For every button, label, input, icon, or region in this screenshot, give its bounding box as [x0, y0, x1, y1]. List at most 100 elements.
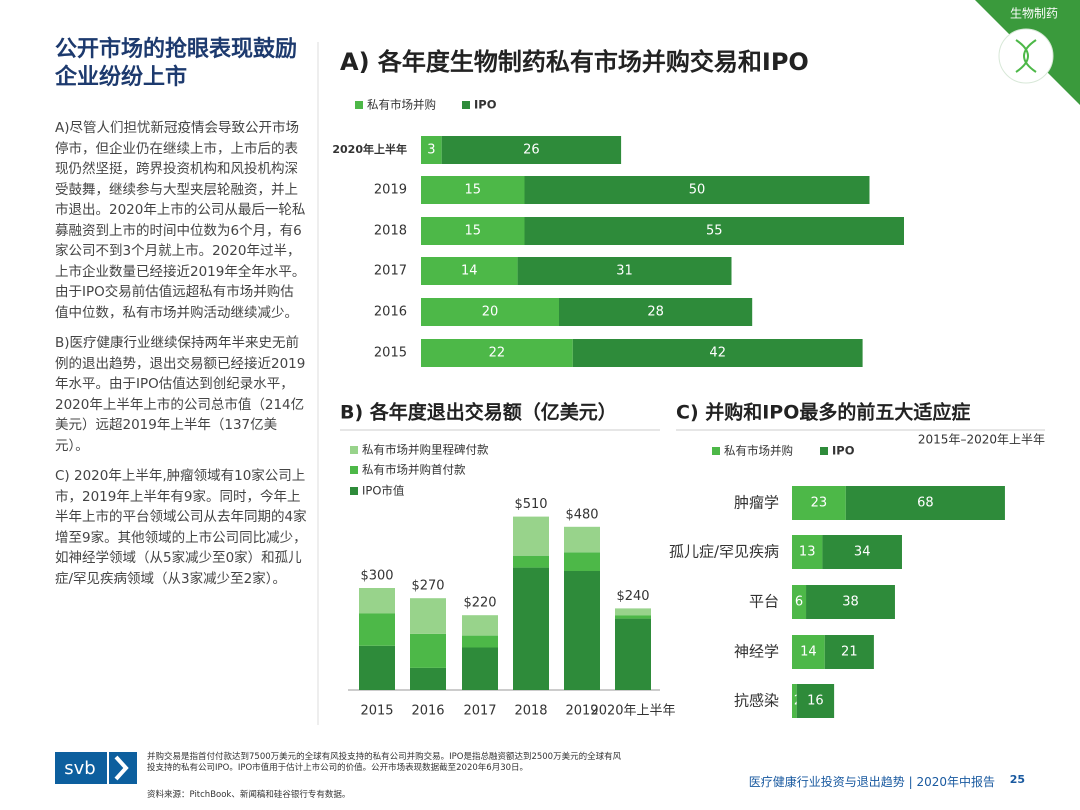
- value-label: 23: [811, 496, 828, 511]
- value-label: 14: [461, 264, 478, 279]
- legend-swatch: [820, 447, 828, 455]
- logo-sep: [107, 752, 109, 784]
- category-label: 平台: [749, 593, 779, 611]
- bar-segment: [524, 176, 870, 204]
- bar-segment: [513, 567, 549, 690]
- paragraph: B)医疗健康行业继续保持两年半来史无前例的退出趋势，退出交易额已经接近2019年…: [55, 335, 306, 454]
- total-label: $270: [411, 579, 444, 594]
- bar-segment: [845, 486, 1005, 520]
- total-label: $240: [616, 589, 649, 604]
- bar-segment: [572, 339, 863, 367]
- x-tick-label: 2018: [514, 704, 547, 719]
- value-label: 16: [807, 694, 824, 709]
- legend-label: IPO: [474, 98, 497, 112]
- legend-label: 私有市场并购首付款: [362, 463, 466, 477]
- legend-swatch: [350, 466, 358, 474]
- paragraphs: A)尽管人们担忧新冠疫情会导致公开市场停市，但企业仍在继续上市，上市后的表现仍然…: [55, 118, 307, 599]
- corner-tag: 生物制药: [1010, 7, 1058, 21]
- chart-title: A) 各年度生物制药私有市场并购交易和IPO: [340, 48, 809, 76]
- bar-segment: [564, 526, 600, 553]
- legend-label: 私有市场并购里程碑付款: [362, 443, 489, 457]
- bar-segment: [513, 555, 549, 568]
- bar-segment: [513, 516, 549, 556]
- value-label: 20: [482, 305, 499, 320]
- bar-segment: [792, 585, 807, 619]
- total-label: $480: [565, 507, 598, 522]
- bar-segment: [822, 535, 902, 569]
- value-label: 55: [706, 224, 723, 239]
- bar-segment: [615, 618, 651, 690]
- category-label: 2017: [374, 264, 407, 279]
- category-label: 孤儿症/罕见疾病: [669, 543, 779, 561]
- total-label: $220: [463, 596, 496, 611]
- bar-segment: [524, 217, 904, 245]
- value-label: 6: [795, 595, 803, 610]
- heading: 公开市场的抢眼表现鼓励企业纷纷上市: [55, 37, 298, 90]
- bar-segment: [564, 552, 600, 571]
- paragraph: C) 2020年上半年,肿瘤领域有10家公司上市，2019年上半年有9家。同时，…: [55, 468, 307, 587]
- bar-segment: [796, 684, 835, 718]
- logo: svb: [64, 758, 95, 779]
- source: 资料来源：PitchBook、新闻稿和硅谷银行专有数据。: [147, 790, 351, 800]
- legend-label: 私有市场并购: [724, 444, 793, 458]
- legend-label: IPO市值: [362, 484, 405, 498]
- bar-segment: [806, 585, 895, 619]
- value-label: 26: [523, 143, 540, 158]
- value-label: 68: [917, 496, 934, 511]
- footnote: 并购交易是指首付付款达到7500万美元的全球有风投支持的私有公司并购交易。IPO…: [147, 752, 622, 773]
- category-label: 抗感染: [734, 692, 779, 710]
- category-label: 2016: [374, 305, 407, 320]
- value-label: 14: [800, 645, 817, 660]
- x-tick-label: 2020年上半年: [590, 704, 675, 719]
- value-label: 21: [841, 645, 858, 660]
- bar-segment: [421, 257, 518, 285]
- bar-segment: [824, 635, 874, 669]
- legend-swatch: [350, 446, 358, 454]
- bar-segment: [410, 633, 446, 668]
- value-label: 28: [647, 305, 664, 320]
- value-label: 15: [464, 183, 481, 198]
- value-label: 38: [842, 595, 859, 610]
- bar-segment: [410, 667, 446, 690]
- bar-segment: [359, 645, 395, 690]
- legend-label: 私有市场并购: [367, 98, 436, 112]
- bar-segment: [421, 136, 442, 164]
- bar-segment: [564, 571, 600, 690]
- bar-segment: [410, 598, 446, 634]
- chart-title: C) 并购和IPO最多的前五大适应症: [676, 401, 970, 424]
- total-label: $300: [360, 569, 393, 584]
- category-label: 肿瘤学: [734, 494, 779, 512]
- value-label: 42: [709, 346, 726, 361]
- category-label: 2019: [374, 183, 407, 198]
- value-label: 50: [689, 183, 706, 198]
- x-tick-label: 2016: [411, 704, 444, 719]
- value-label: 34: [854, 545, 871, 560]
- paragraph: A)尽管人们担忧新冠疫情会导致公开市场停市，但企业仍在继续上市，上市后的表现仍然…: [55, 120, 306, 321]
- total-label: $510: [514, 497, 547, 512]
- category-label: 2020年上半年: [332, 142, 407, 156]
- category-label: 神经学: [734, 643, 779, 661]
- bar-segment: [792, 535, 823, 569]
- value-label: 13: [799, 545, 816, 560]
- bar-segment: [462, 647, 498, 690]
- bar-segment: [792, 486, 846, 520]
- x-tick-label: 2017: [463, 704, 496, 719]
- bar-segment: [359, 613, 395, 646]
- bar-segment: [421, 298, 559, 326]
- dna-icon: [1015, 39, 1037, 73]
- x-tick-label: 2015: [360, 704, 393, 719]
- corner-icon: [998, 28, 1054, 84]
- category-label: 2015: [374, 346, 407, 361]
- chart-title: B) 各年度退出交易额（亿美元）: [340, 401, 617, 424]
- x-tick-label: 2019: [565, 704, 598, 719]
- logo-chevron: [114, 755, 129, 781]
- value-label: 15: [464, 224, 481, 239]
- value-label: 31: [616, 264, 633, 279]
- legend-label: IPO: [832, 444, 855, 458]
- bar-segment: [421, 217, 525, 245]
- legend-swatch: [462, 101, 470, 109]
- bar-segment: [559, 298, 753, 326]
- bar-segment: [792, 684, 797, 718]
